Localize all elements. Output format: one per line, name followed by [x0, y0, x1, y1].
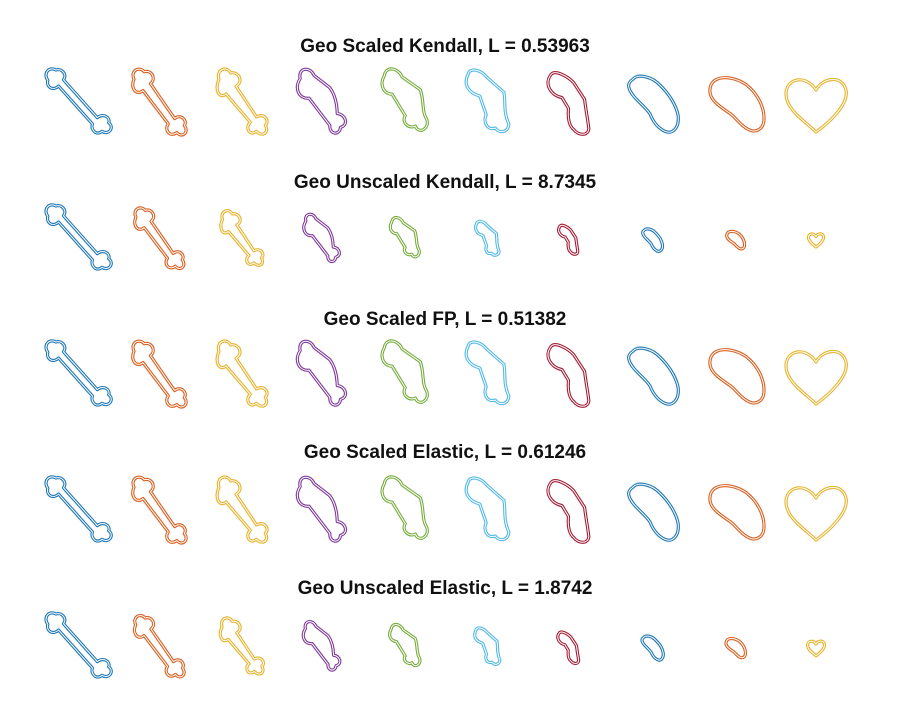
panel-title: Geo Unscaled Kendall, L = 8.7345: [293, 172, 597, 193]
shape-outline-6: [464, 340, 511, 406]
shape-outline-3: [215, 67, 269, 136]
shape-outline-2: [131, 67, 188, 137]
shape-outline-1: [44, 475, 113, 543]
shape-outline-9: [708, 484, 766, 541]
shape-row: [44, 339, 848, 409]
shape-row: [44, 203, 826, 271]
shape-outline-10: [784, 485, 848, 542]
shape-outline-8: [627, 74, 680, 134]
panel-geo-unscaled-kendall: Geo Unscaled Kendall, L = 8.7345: [0, 0, 924, 280]
shape-outline-2: [132, 614, 186, 679]
panel-geo-scaled-kendall: Geo Scaled Kendall, L = 0.53963: [0, 0, 924, 140]
shape-outline-8: [641, 227, 665, 253]
shape-outline-10: [805, 639, 827, 658]
shape-outline-6: [473, 219, 501, 257]
shape-row: [44, 611, 827, 679]
shape-outline-1: [44, 611, 113, 679]
shape-outline-7: [546, 71, 591, 136]
shape-outline-4: [301, 620, 342, 672]
panel-title: Geo Scaled Kendall, L = 0.53963: [300, 36, 590, 57]
shape-outline-1: [44, 203, 113, 271]
shape-outline-3: [218, 616, 266, 676]
shape-outline-4: [295, 475, 348, 543]
panel-title: Geo Scaled Elastic, L = 0.61246: [303, 442, 587, 463]
shape-outline-1: [44, 339, 113, 407]
shape-outline-7: [546, 479, 591, 544]
shape-outline-5: [388, 215, 421, 259]
shape-outline-8: [627, 346, 680, 406]
shape-outline-6: [464, 68, 511, 134]
shape-row: [44, 67, 848, 137]
shape-outline-8: [627, 482, 680, 542]
shape-outline-4: [295, 67, 348, 135]
panel-title: Geo Scaled FP, L = 0.51382: [323, 309, 567, 330]
shape-outline-2: [131, 475, 188, 545]
shape-outline-3: [219, 209, 265, 267]
shape-outline-5: [380, 475, 429, 540]
shape-outline-9: [725, 229, 747, 251]
shape-outline-6: [473, 626, 502, 666]
shape-outline-2: [131, 339, 188, 409]
shape-outline-10: [806, 232, 826, 249]
shape-outline-3: [215, 339, 269, 408]
shape-outline-5: [380, 67, 429, 132]
shape-outline-5: [388, 622, 422, 668]
shape-outline-7: [557, 223, 580, 256]
shape-outline-7: [546, 343, 591, 408]
shape-outline-5: [380, 339, 429, 404]
shape-outline-6: [464, 476, 511, 542]
shape-outline-2: [133, 206, 186, 271]
panel-geo-scaled-fp: Geo Scaled FP, L = 0.51382: [44, 309, 848, 409]
shape-outline-10: [784, 77, 848, 134]
shape-outline-1: [44, 67, 113, 135]
shape-outline-9: [708, 76, 766, 133]
shape-outline-8: [640, 634, 665, 662]
panel-geo-scaled-elastic: Geo Scaled Elastic, L = 0.61246: [44, 442, 848, 545]
panel-title: Geo Unscaled Elastic, L = 1.8742: [297, 578, 593, 599]
shape-outline-9: [724, 636, 748, 660]
shape-outline-9: [708, 348, 766, 405]
shape-outline-4: [302, 212, 341, 264]
shape-outline-3: [215, 475, 269, 544]
shape-outline-10: [784, 349, 848, 406]
shape-outline-4: [295, 339, 348, 407]
shape-row: [44, 475, 848, 545]
shape-outline-7: [556, 630, 581, 666]
